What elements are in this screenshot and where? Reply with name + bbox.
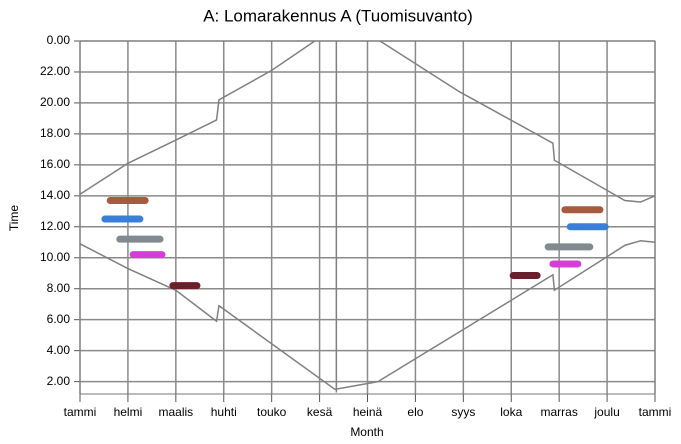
x-tick-label: marras — [540, 405, 577, 419]
plot-frame — [79, 40, 656, 395]
y-tick-label: 12.00 — [40, 219, 70, 233]
x-tick-label: kesä — [307, 405, 333, 419]
y-tick-label: 8.00 — [47, 281, 71, 295]
y-tick-label: 0.00 — [47, 33, 71, 47]
x-tick-label: heinä — [353, 405, 383, 419]
x-tick-label: syys — [451, 405, 475, 419]
y-tick-label: 6.00 — [47, 312, 71, 326]
x-tick-label: joulu — [593, 405, 619, 419]
y-tick-label: 18.00 — [40, 126, 70, 140]
x-tick-label: touko — [257, 405, 287, 419]
x-tick-label: tammi — [639, 405, 672, 419]
y-tick-label: 14.00 — [40, 188, 70, 202]
x-axis-label: Month — [350, 425, 383, 439]
y-tick-label: 4.00 — [47, 343, 71, 357]
x-tick-label: huhti — [211, 405, 237, 419]
y-tick-label: 16.00 — [40, 157, 70, 171]
line — [79, 40, 656, 203]
x-tick-label: helmi — [114, 405, 143, 419]
x-tick-label: loka — [500, 405, 522, 419]
line — [379, 40, 461, 93]
x-tick-label: maalis — [158, 405, 193, 419]
y-tick-label: 2.00 — [47, 374, 71, 388]
y-tick-label: 22.00 — [40, 64, 70, 78]
x-tick-label: elo — [407, 405, 423, 419]
line — [79, 239, 656, 391]
y-axis-label: Time — [7, 205, 21, 232]
x-tick-label: tammi — [64, 405, 97, 419]
y-tick-label: 10.00 — [40, 250, 70, 264]
chart-title: A: Lomarakennus A (Tuomisuvanto) — [203, 6, 473, 25]
y-tick-label: 20.00 — [40, 95, 70, 109]
